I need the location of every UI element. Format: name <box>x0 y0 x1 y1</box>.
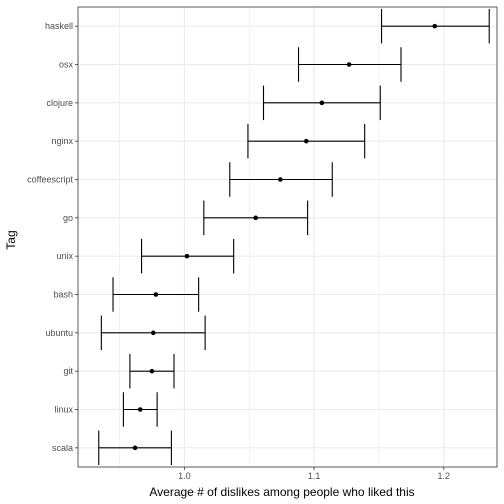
mean-point-ubuntu <box>150 330 156 336</box>
y-axis-title: Tag <box>4 230 18 249</box>
panel-border <box>77 6 498 468</box>
mean-point-go <box>253 215 259 221</box>
mean-point-nginx <box>304 138 309 144</box>
x-tick-label: 1.0 <box>178 471 191 481</box>
y-tick-label: clojure <box>46 98 73 108</box>
mean-points <box>132 23 438 451</box>
x-tick-label: 1.1 <box>308 471 321 481</box>
y-tick-label: scala <box>52 443 73 453</box>
mean-point-coffeescript <box>278 177 283 182</box>
mean-point-scala <box>132 445 138 451</box>
y-tick-label: bash <box>53 290 73 300</box>
mean-point-bash <box>153 292 159 297</box>
x-tick-label: 1.2 <box>438 471 451 481</box>
y-tick-label: go <box>63 213 73 223</box>
y-tick-label: ubuntu <box>45 328 73 338</box>
y-tick-label: osx <box>59 60 74 70</box>
mean-point-osx <box>346 62 352 67</box>
mean-point-clojure <box>319 100 325 106</box>
y-tick-label: git <box>63 366 73 376</box>
y-tick-label: nginx <box>51 136 73 146</box>
mean-point-unix <box>184 253 190 259</box>
x-axis-title: Average # of dislikes among people who l… <box>149 485 414 499</box>
mean-point-linux <box>137 407 143 412</box>
mean-point-haskell <box>432 23 438 29</box>
y-tick-label: linux <box>54 405 73 415</box>
y-axis-ticks: haskell osx clojure nginx coffeescript go unix… <box>27 21 78 453</box>
y-tick-label: coffeescript <box>27 175 73 185</box>
y-tick-label: unix <box>56 251 73 261</box>
y-tick-label: haskell <box>45 21 73 31</box>
x-axis-ticks: 1.0 1.1 1.2 <box>178 467 450 481</box>
gridlines <box>78 7 497 467</box>
mean-point-git <box>149 368 155 374</box>
